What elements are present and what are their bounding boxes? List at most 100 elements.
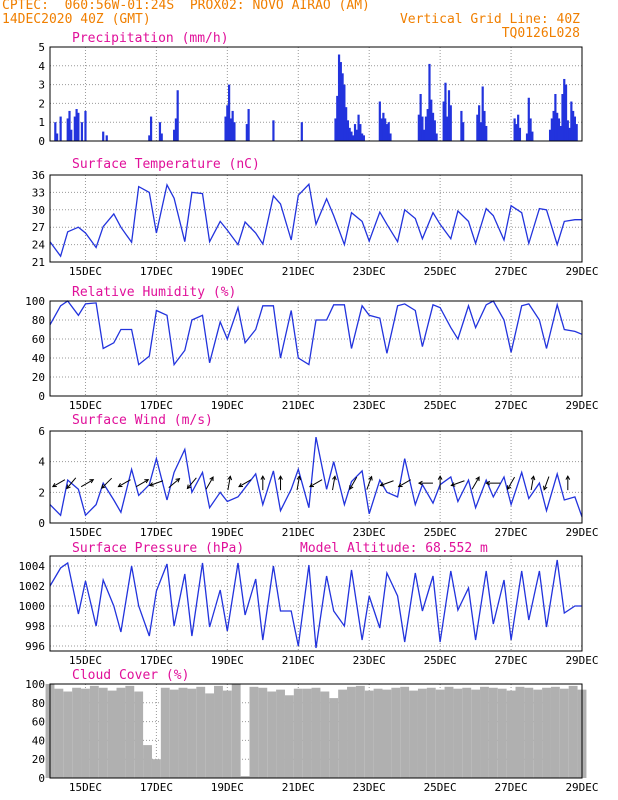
data-bar	[527, 97, 530, 141]
wind-arrow	[52, 479, 66, 488]
data-bar	[105, 135, 108, 141]
wind-arrow-head	[296, 475, 302, 481]
data-bar	[382, 689, 392, 778]
y-tick-label: 1000	[19, 600, 46, 613]
x-tick-label: 21DEC	[282, 265, 315, 278]
y-tick-label: 2	[38, 486, 45, 499]
x-tick-label: 23DEC	[353, 654, 386, 667]
wind-arrow-head	[209, 476, 214, 482]
wind-arrow-head	[417, 480, 423, 486]
data-bar	[63, 691, 73, 778]
data-bar	[272, 120, 275, 141]
data-line	[49, 559, 582, 649]
x-tick-label: 17DEC	[140, 654, 173, 667]
data-bar	[476, 114, 479, 141]
wind-arrow	[80, 479, 94, 488]
data-bar	[568, 127, 571, 141]
x-tick-label: 15DEC	[69, 265, 102, 278]
data-bar	[341, 73, 344, 141]
data-bar	[378, 101, 381, 141]
y-tick-label: 1002	[19, 580, 46, 593]
x-tick-label: 15DEC	[69, 399, 102, 412]
wind-arrow	[205, 476, 214, 490]
data-bar	[529, 118, 532, 141]
y-tick-label: 40	[32, 352, 45, 365]
y-tick-label: 20	[32, 753, 45, 766]
data-bar	[338, 689, 348, 778]
data-bar	[488, 687, 498, 778]
data-bar	[373, 688, 383, 778]
y-tick-label: 27	[32, 221, 45, 234]
panel-title: Surface Temperature (nC)	[72, 157, 260, 172]
data-bar	[334, 118, 337, 141]
data-bar	[300, 122, 303, 141]
data-bar	[382, 112, 385, 141]
data-bar	[196, 686, 206, 778]
wind-arrow-head	[66, 484, 71, 490]
wind-arrow	[380, 480, 394, 486]
data-bar	[357, 114, 360, 141]
x-tick-label: 27DEC	[495, 399, 528, 412]
data-bar	[449, 105, 452, 141]
data-bar	[564, 84, 568, 141]
wind-arrow-head	[437, 475, 443, 480]
y-tick-label: 80	[32, 314, 45, 327]
data-line	[49, 300, 583, 367]
data-bar	[515, 124, 518, 141]
data-bar	[258, 687, 268, 778]
header-line1: CPTEC: 060:56W-01:24S PROX02: NOVO AIRAO…	[2, 0, 370, 13]
data-bar	[559, 688, 569, 778]
data-bar	[231, 110, 234, 141]
wind-arrow-head	[238, 482, 244, 488]
y-tick-label: 80	[32, 697, 45, 710]
x-tick-label: 17DEC	[140, 265, 173, 278]
x-tick-label: 23DEC	[353, 399, 386, 412]
data-bar	[276, 689, 285, 778]
data-bar	[518, 127, 522, 141]
wind-arrow-head	[89, 479, 95, 484]
data-bar	[389, 133, 392, 141]
x-tick-label: 19DEC	[211, 265, 244, 278]
wind-arrow-head	[278, 475, 283, 480]
header-line2: 14DEC2020 40Z (GMT)	[2, 12, 151, 27]
wind-arrow	[168, 478, 180, 489]
data-bar	[160, 133, 163, 141]
data-bar	[533, 689, 543, 778]
data-bar	[442, 101, 445, 141]
wind-arrow	[118, 479, 131, 488]
data-bar	[355, 685, 365, 778]
data-bar	[480, 686, 489, 778]
data-bar	[226, 105, 229, 141]
wind-arrow-head	[450, 482, 456, 487]
data-bar	[54, 688, 64, 778]
y-tick-label: 4	[38, 60, 45, 73]
data-bar	[417, 688, 427, 778]
x-tick-label: 23DEC	[353, 781, 386, 794]
data-bar	[430, 99, 433, 141]
data-bar	[433, 120, 436, 141]
data-bar	[176, 90, 179, 141]
data-bar	[151, 759, 161, 778]
data-bar	[293, 688, 303, 778]
wind-arrow-head	[349, 485, 354, 491]
wind-arrow-head	[186, 484, 192, 490]
data-bar	[550, 686, 560, 778]
data-bar	[419, 94, 422, 141]
data-bar	[417, 114, 420, 141]
data-bar	[435, 689, 445, 778]
wind-arrow	[101, 477, 113, 489]
y-tick-label: 1	[38, 116, 45, 129]
x-tick-label: 19DEC	[211, 399, 244, 412]
x-tick-label: 27DEC	[495, 654, 528, 667]
wind-arrow	[238, 479, 252, 488]
data-bar	[80, 122, 84, 141]
data-bar	[98, 687, 108, 778]
data-bar	[222, 690, 232, 778]
data-bar	[355, 129, 358, 141]
data-bar	[542, 687, 551, 778]
panel-title: Surface Pressure (hPa)	[72, 541, 244, 556]
data-bar	[362, 135, 365, 141]
data-bar	[350, 131, 353, 141]
data-bar	[435, 133, 438, 141]
data-bar	[444, 686, 454, 778]
